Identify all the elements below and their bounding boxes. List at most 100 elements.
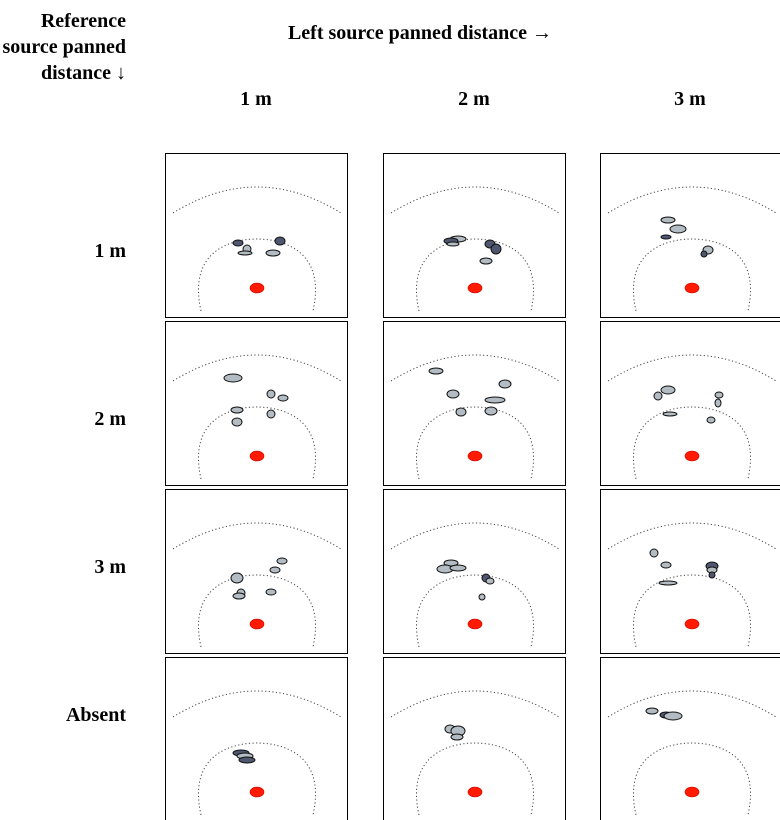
localization-response [446, 241, 460, 247]
panel-r1-c3 [600, 153, 780, 318]
listener-marker [467, 450, 483, 462]
localization-response [237, 250, 253, 256]
listener-marker [684, 786, 700, 798]
inner-distance-arc [633, 574, 751, 648]
inner-distance-arc [198, 406, 316, 480]
localization-response [230, 572, 244, 584]
inner-distance-arc [416, 742, 534, 816]
localization-response [230, 406, 244, 414]
localization-response [231, 417, 243, 427]
outer-distance-arc [172, 522, 342, 550]
localization-response [274, 236, 286, 246]
listener-marker [249, 786, 265, 798]
inner-distance-arc [198, 574, 316, 648]
localization-response [266, 389, 276, 399]
row-axis-title: Reference source panned distance ↓ [2, 10, 126, 84]
panel-r3-c3 [600, 489, 780, 654]
localization-response [708, 571, 716, 579]
outer-distance-arc [390, 186, 560, 214]
panel-r4-c2 [383, 657, 566, 820]
localization-response [700, 250, 708, 258]
localization-response [653, 391, 663, 401]
panel-r3-c1 [165, 489, 348, 654]
localization-response [277, 394, 289, 402]
localization-response [706, 416, 716, 424]
inner-distance-arc [633, 238, 751, 312]
panel-r1-c1 [165, 153, 348, 318]
localization-response [478, 593, 486, 601]
panel-r3-c2 [383, 489, 566, 654]
outer-distance-arc [390, 690, 560, 718]
panel-r2-c2 [383, 321, 566, 486]
panel-r2-c3 [600, 321, 780, 486]
localization-response [265, 588, 277, 596]
panel-r4-c3 [600, 657, 780, 820]
row-label-3: 3 m [94, 556, 126, 578]
inner-distance-arc [416, 238, 534, 312]
outer-distance-arc [390, 522, 560, 550]
localization-response [660, 385, 676, 395]
localization-response [714, 398, 722, 408]
localization-response [269, 566, 281, 574]
listener-marker [249, 282, 265, 294]
localization-response [484, 396, 506, 404]
localization-response [498, 379, 512, 389]
outer-distance-arc [172, 690, 342, 718]
row-label-2: 2 m [94, 408, 126, 430]
localization-response [276, 557, 288, 565]
outer-distance-arc [607, 186, 777, 214]
localization-response [645, 707, 659, 715]
listener-marker [684, 282, 700, 294]
panel-r1-c2 [383, 153, 566, 318]
inner-distance-arc [416, 406, 534, 480]
localization-response [662, 411, 678, 417]
localization-response [238, 756, 256, 764]
localization-response [663, 711, 683, 721]
localization-response [450, 733, 464, 741]
localization-response [428, 367, 444, 375]
localization-response [660, 561, 672, 569]
localization-response [649, 548, 659, 558]
row-label-absent: Absent [65, 704, 126, 726]
localization-response [484, 406, 498, 416]
localization-response [669, 224, 687, 234]
row-label-1: 1 m [94, 240, 126, 262]
listener-marker [684, 618, 700, 630]
outer-distance-arc [607, 690, 777, 718]
localization-response [223, 373, 243, 383]
column-label-2: 2 m [458, 88, 490, 110]
localization-response [660, 216, 676, 224]
inner-distance-arc [198, 742, 316, 816]
localization-response [479, 257, 493, 265]
inner-distance-arc [416, 574, 534, 648]
listener-marker [684, 450, 700, 462]
outer-distance-arc [172, 354, 342, 382]
inner-distance-arc [633, 742, 751, 816]
listener-marker [467, 618, 483, 630]
listener-marker [249, 450, 265, 462]
localization-response [490, 243, 502, 255]
localization-response [485, 577, 495, 585]
localization-response [232, 239, 244, 247]
column-label-1: 1 m [240, 88, 272, 110]
localization-response [714, 391, 724, 399]
localization-response [266, 409, 276, 419]
listener-marker [249, 618, 265, 630]
outer-distance-arc [607, 354, 777, 382]
column-axis-title: Left source panned distance → [287, 22, 553, 44]
localization-response [660, 234, 672, 240]
listener-marker [467, 786, 483, 798]
outer-distance-arc [172, 186, 342, 214]
localization-response [449, 564, 467, 572]
outer-distance-arc [607, 522, 777, 550]
panel-r2-c1 [165, 321, 348, 486]
localization-response [446, 389, 460, 399]
inner-distance-arc [198, 238, 316, 312]
column-label-3: 3 m [674, 88, 706, 110]
localization-response [658, 580, 678, 586]
outer-distance-arc [390, 354, 560, 382]
inner-distance-arc [633, 406, 751, 480]
localization-response [265, 249, 281, 257]
panel-r4-c1 [165, 657, 348, 820]
